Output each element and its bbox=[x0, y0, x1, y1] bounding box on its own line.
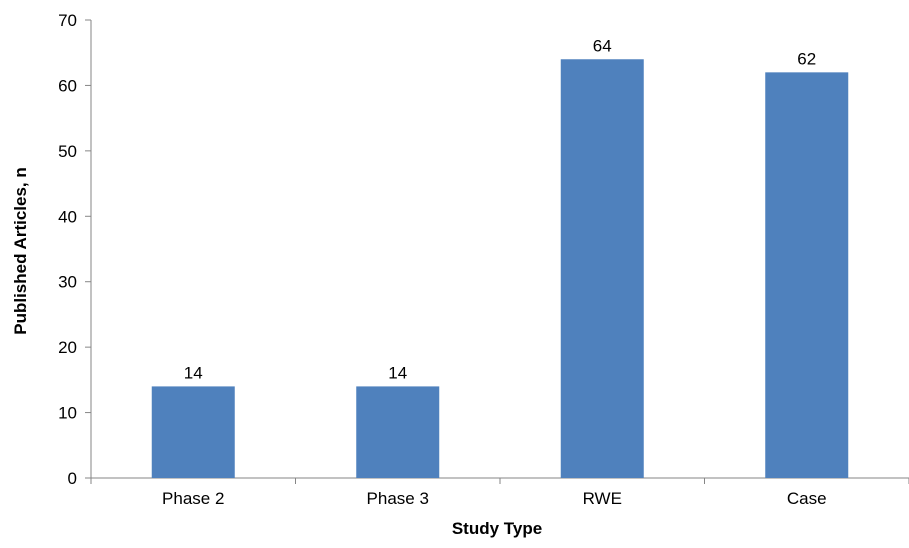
x-tick-label: Case bbox=[787, 489, 827, 508]
bar bbox=[356, 386, 440, 478]
y-tick-label: 30 bbox=[58, 273, 77, 292]
y-tick-label: 20 bbox=[58, 338, 77, 357]
x-tick-label: Phase 3 bbox=[367, 489, 429, 508]
y-tick-label: 0 bbox=[68, 469, 77, 488]
y-tick-label: 60 bbox=[58, 76, 77, 95]
y-axis: 0 10 20 30 40 50 60 70 bbox=[58, 11, 92, 488]
data-labels: 14 14 64 62 bbox=[184, 36, 816, 382]
bar-value-label: 14 bbox=[388, 363, 407, 382]
x-tick-label: RWE bbox=[583, 489, 622, 508]
bar-value-label: 14 bbox=[184, 363, 203, 382]
bar-value-label: 64 bbox=[593, 36, 612, 55]
y-tick-label: 50 bbox=[58, 142, 77, 161]
bar bbox=[560, 59, 644, 478]
y-tick-label: 40 bbox=[58, 207, 77, 226]
y-tick-label: 70 bbox=[58, 11, 77, 30]
bars bbox=[151, 59, 849, 478]
bar bbox=[151, 386, 235, 478]
y-axis-title: Published Articles, n bbox=[11, 167, 30, 335]
x-axis: Phase 2 Phase 3 RWE Case bbox=[90, 477, 909, 508]
x-tick-label: Phase 2 bbox=[162, 489, 224, 508]
bar-value-label: 62 bbox=[797, 49, 816, 68]
bar bbox=[765, 72, 849, 478]
y-tick-label: 10 bbox=[58, 404, 77, 423]
x-axis-title: Study Type bbox=[452, 519, 542, 538]
